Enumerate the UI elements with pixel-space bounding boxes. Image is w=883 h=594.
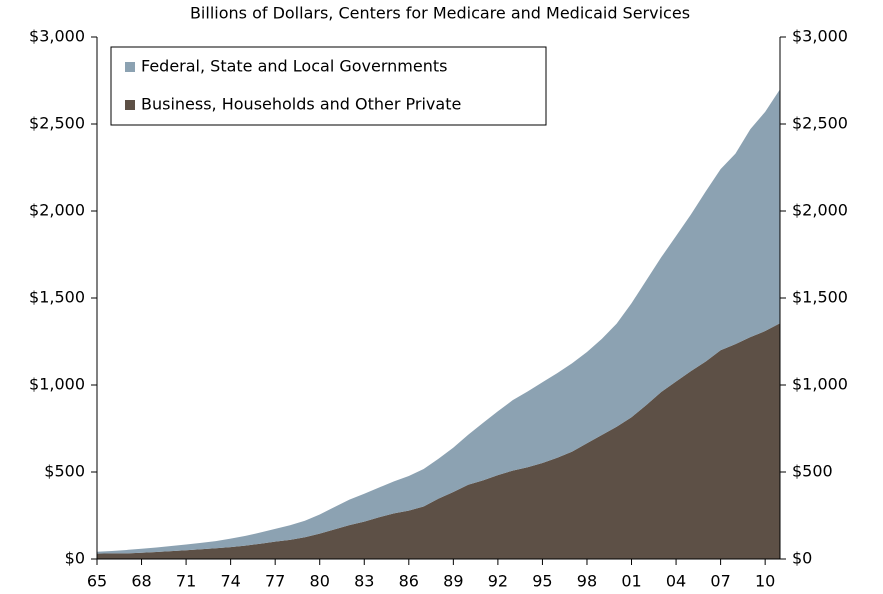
x-tick-label: 89 <box>443 572 463 591</box>
area <box>97 323 780 559</box>
legend-label: Business, Households and Other Private <box>141 95 461 114</box>
legend-label: Federal, State and Local Governments <box>141 57 447 76</box>
y-tick-label: $0 <box>65 549 85 568</box>
y-tick-label: $1,500 <box>29 288 85 307</box>
x-tick-label: 86 <box>399 572 419 591</box>
x-tick-label: 04 <box>666 572 686 591</box>
y2-tick-label: $500 <box>792 462 833 481</box>
x-tick-label: 95 <box>532 572 552 591</box>
legend-box <box>110 46 547 126</box>
y-tick-label: $2,500 <box>29 114 85 133</box>
x-tick-label: 65 <box>87 572 107 591</box>
chart-subtitle: Billions of Dollars, Centers for Medicar… <box>190 4 690 23</box>
x-tick-label: 98 <box>577 572 597 591</box>
x-tick-label: 01 <box>621 572 641 591</box>
y-tick-label: $2,000 <box>29 201 85 220</box>
y2-tick-label: $2,000 <box>792 201 848 220</box>
x-tick-label: 80 <box>310 572 330 591</box>
x-tick-label: 74 <box>220 572 240 591</box>
y-tick-label: $3,000 <box>29 27 85 46</box>
x-tick-label: 71 <box>176 572 196 591</box>
x-tick-label: 83 <box>354 572 374 591</box>
y2-tick-label: $1,000 <box>792 375 848 394</box>
y-tick-label: $1,000 <box>29 375 85 394</box>
x-tick-label: 07 <box>710 572 730 591</box>
x-tick-label: 68 <box>131 572 151 591</box>
area <box>97 89 780 554</box>
y-tick-label: $500 <box>44 462 85 481</box>
x-tick-label: 10 <box>755 572 775 591</box>
legend-swatch <box>125 100 135 110</box>
y2-tick-label: $3,000 <box>792 27 848 46</box>
y2-tick-label: $0 <box>792 549 812 568</box>
x-tick-label: 77 <box>265 572 285 591</box>
legend-swatch <box>125 62 135 72</box>
y2-tick-label: $1,500 <box>792 288 848 307</box>
x-tick-label: 92 <box>488 572 508 591</box>
y2-tick-label: $2,500 <box>792 114 848 133</box>
